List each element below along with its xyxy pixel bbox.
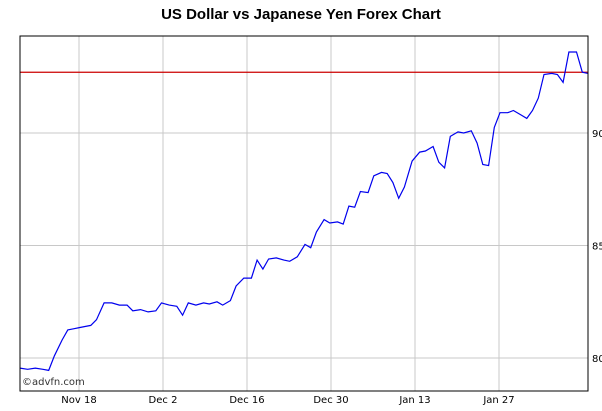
y-tick-label: 80 bbox=[592, 354, 602, 365]
x-tick-label: Jan 13 bbox=[398, 395, 430, 406]
x-tick-label: Jan 27 bbox=[482, 395, 514, 406]
x-tick-label: Dec 2 bbox=[149, 395, 178, 406]
y-tick-label: 90 bbox=[592, 129, 602, 140]
watermark-text: ©advfn.com bbox=[22, 377, 85, 388]
x-tick-label: Dec 16 bbox=[229, 395, 264, 406]
series-line bbox=[19, 51, 589, 372]
tick-label-layer: Nov 18 Dec 2 Dec 16 Dec 30 Jan 13 Jan 27 80 85 9… bbox=[61, 129, 602, 406]
chart-title: US Dollar vs Japanese Yen Forex Chart bbox=[161, 6, 441, 23]
x-tick-label: Dec 30 bbox=[313, 395, 348, 406]
y-tick-label: 85 bbox=[592, 242, 602, 253]
x-tick-label: Nov 18 bbox=[61, 395, 96, 406]
grid-layer bbox=[20, 36, 588, 391]
plot-frame bbox=[19, 35, 589, 392]
series-layer bbox=[19, 51, 589, 372]
